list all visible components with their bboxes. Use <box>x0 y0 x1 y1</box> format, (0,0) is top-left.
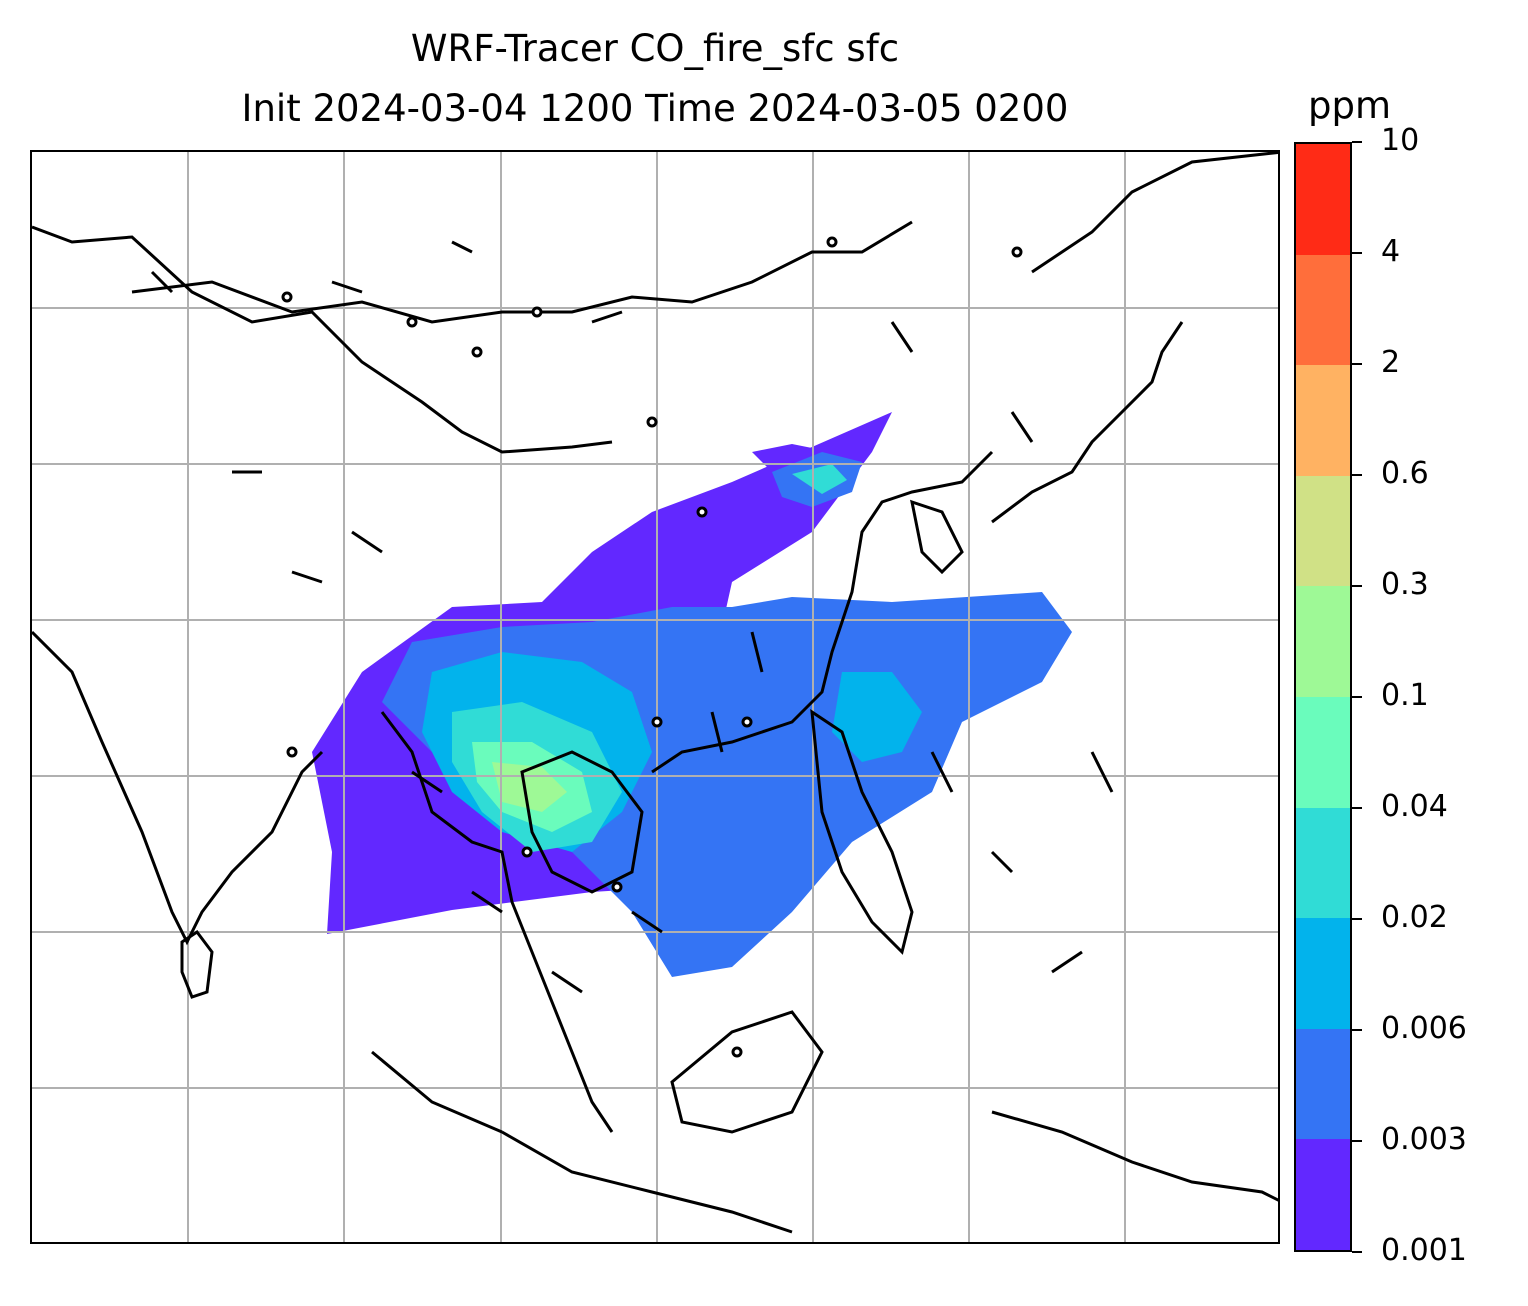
calm-circle <box>696 506 708 518</box>
new-guinea <box>991 1110 1278 1202</box>
colorbar-tick-label: 10 <box>1381 123 1420 158</box>
calm-circle <box>531 306 543 318</box>
colorbar-segment <box>1296 1028 1350 1140</box>
colorbar-tick-label: 0.02 <box>1381 900 1448 935</box>
colorbar-tick-label: 4 <box>1381 234 1401 269</box>
colorbar-tick-label: 2 <box>1381 345 1401 380</box>
calm-circle <box>611 881 623 893</box>
wind-barb <box>1010 411 1034 443</box>
colorbar-segment <box>1296 918 1350 1029</box>
india-coast <box>32 630 324 946</box>
map-panel <box>30 150 1280 1244</box>
colorbar-tick-label: 0.003 <box>1381 1122 1467 1157</box>
korea-japan <box>910 321 1184 575</box>
wind-barb <box>411 770 443 794</box>
china-east-coast <box>651 450 994 774</box>
wind-barb <box>451 240 473 254</box>
colorbar-segment <box>1296 1139 1350 1250</box>
calm-circle <box>741 716 753 728</box>
coastlines <box>32 152 1278 1234</box>
colorbar-tick <box>1352 807 1362 809</box>
gridlines <box>32 152 1278 1242</box>
colorbar-tick <box>1352 585 1362 587</box>
colorbar-tick <box>1352 918 1362 920</box>
wind-barb <box>990 850 1014 874</box>
calm-circle <box>521 846 533 858</box>
wind-barb <box>331 280 363 294</box>
colorbar-tick <box>1352 474 1362 476</box>
colorbar-tick-label: 0.001 <box>1381 1233 1467 1268</box>
colorbar-tick <box>1352 1140 1362 1142</box>
colorbar-tick-label: 0.1 <box>1381 678 1429 713</box>
plume-level-0.006-ne <box>792 464 847 494</box>
colorbar-segment <box>1296 365 1350 476</box>
philippines <box>810 708 914 955</box>
colorbar-segment <box>1296 475 1350 587</box>
colorbar-tick-label: 0.3 <box>1381 567 1429 602</box>
colorbar-segment <box>1296 254 1350 366</box>
tracer-plume <box>312 412 1072 977</box>
calm-circle <box>281 291 293 303</box>
wind-barb <box>551 970 583 994</box>
colorbar-segment <box>1296 586 1350 698</box>
colorbar-tick-label: 0.006 <box>1381 1011 1467 1046</box>
russia-coast <box>1031 152 1278 274</box>
colorbar-tick <box>1352 1251 1362 1253</box>
calm-circle <box>286 746 298 758</box>
calm-markers <box>281 236 1023 1058</box>
java-sumatra <box>371 1050 793 1234</box>
borneo <box>670 1010 824 1134</box>
chart-title-line1: WRF-Tracer CO_fire_sfc sfc <box>410 27 900 70</box>
himalaya-border <box>32 225 613 454</box>
wind-barb <box>351 530 383 554</box>
colorbar-tick <box>1352 363 1362 365</box>
mekong-region <box>520 750 644 894</box>
calm-circle <box>731 1046 743 1058</box>
wind-barb <box>710 711 724 753</box>
colorbar-segment <box>1296 144 1350 255</box>
wind-barb <box>150 270 174 294</box>
calm-circle <box>651 716 663 728</box>
wind-barb <box>1090 751 1114 793</box>
wind-barb <box>750 631 764 673</box>
colorbar-tick <box>1352 1029 1362 1031</box>
colorbar-tick-label: 0.6 <box>1381 456 1429 491</box>
wind-barb <box>591 310 623 324</box>
plume-level-0.1 <box>492 762 567 812</box>
map-canvas <box>32 152 1278 1242</box>
china-north-border <box>131 220 913 324</box>
indochina <box>380 711 614 1133</box>
colorbar-unit-label: ppm <box>1308 84 1392 127</box>
colorbar-tick-label: 0.04 <box>1381 789 1448 824</box>
colorbar <box>1294 142 1352 1252</box>
chart-title-line2: Init 2024-03-04 1200 Time 2024-03-05 020… <box>241 87 1069 130</box>
calm-circle <box>826 236 838 248</box>
colorbar-tick <box>1352 696 1362 698</box>
wind-barb <box>471 890 503 914</box>
colorbar-tick <box>1352 141 1362 143</box>
sri-lanka <box>180 929 214 999</box>
calm-circle <box>406 316 418 328</box>
colorbar-segment <box>1296 807 1350 919</box>
colorbar-tick <box>1352 252 1362 254</box>
wind-barb <box>631 910 663 934</box>
wind-barb <box>291 570 323 584</box>
wind-barbs <box>150 240 1114 994</box>
wind-barb <box>1051 950 1083 974</box>
colorbar-segment <box>1296 697 1350 808</box>
wind-barb <box>890 321 914 353</box>
calm-circle <box>471 346 483 358</box>
wind-barb <box>930 751 954 793</box>
calm-circle <box>646 416 658 428</box>
calm-circle <box>1011 246 1023 258</box>
plume-level-0.006-east <box>832 672 922 762</box>
